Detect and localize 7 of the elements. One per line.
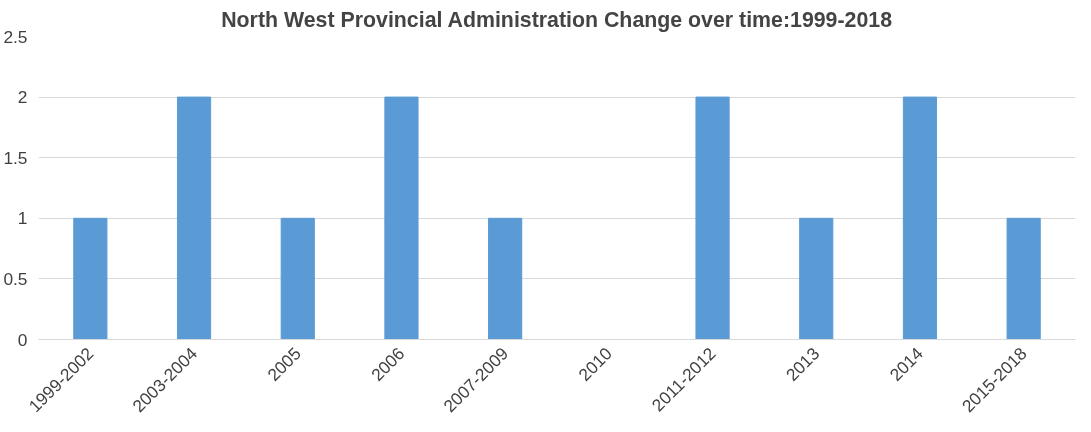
chart-title: North West Provincial Administration Change over time:1999-2018 [221,7,893,32]
y-tick-label: 2 [17,87,28,108]
y-tick-label: 0 [17,329,28,350]
y-tick-label: 2.5 [3,26,28,47]
y-tick-label: 0.5 [3,268,28,289]
y-tick-label: 1.5 [3,147,28,168]
y-tick-label: 1 [17,208,28,229]
